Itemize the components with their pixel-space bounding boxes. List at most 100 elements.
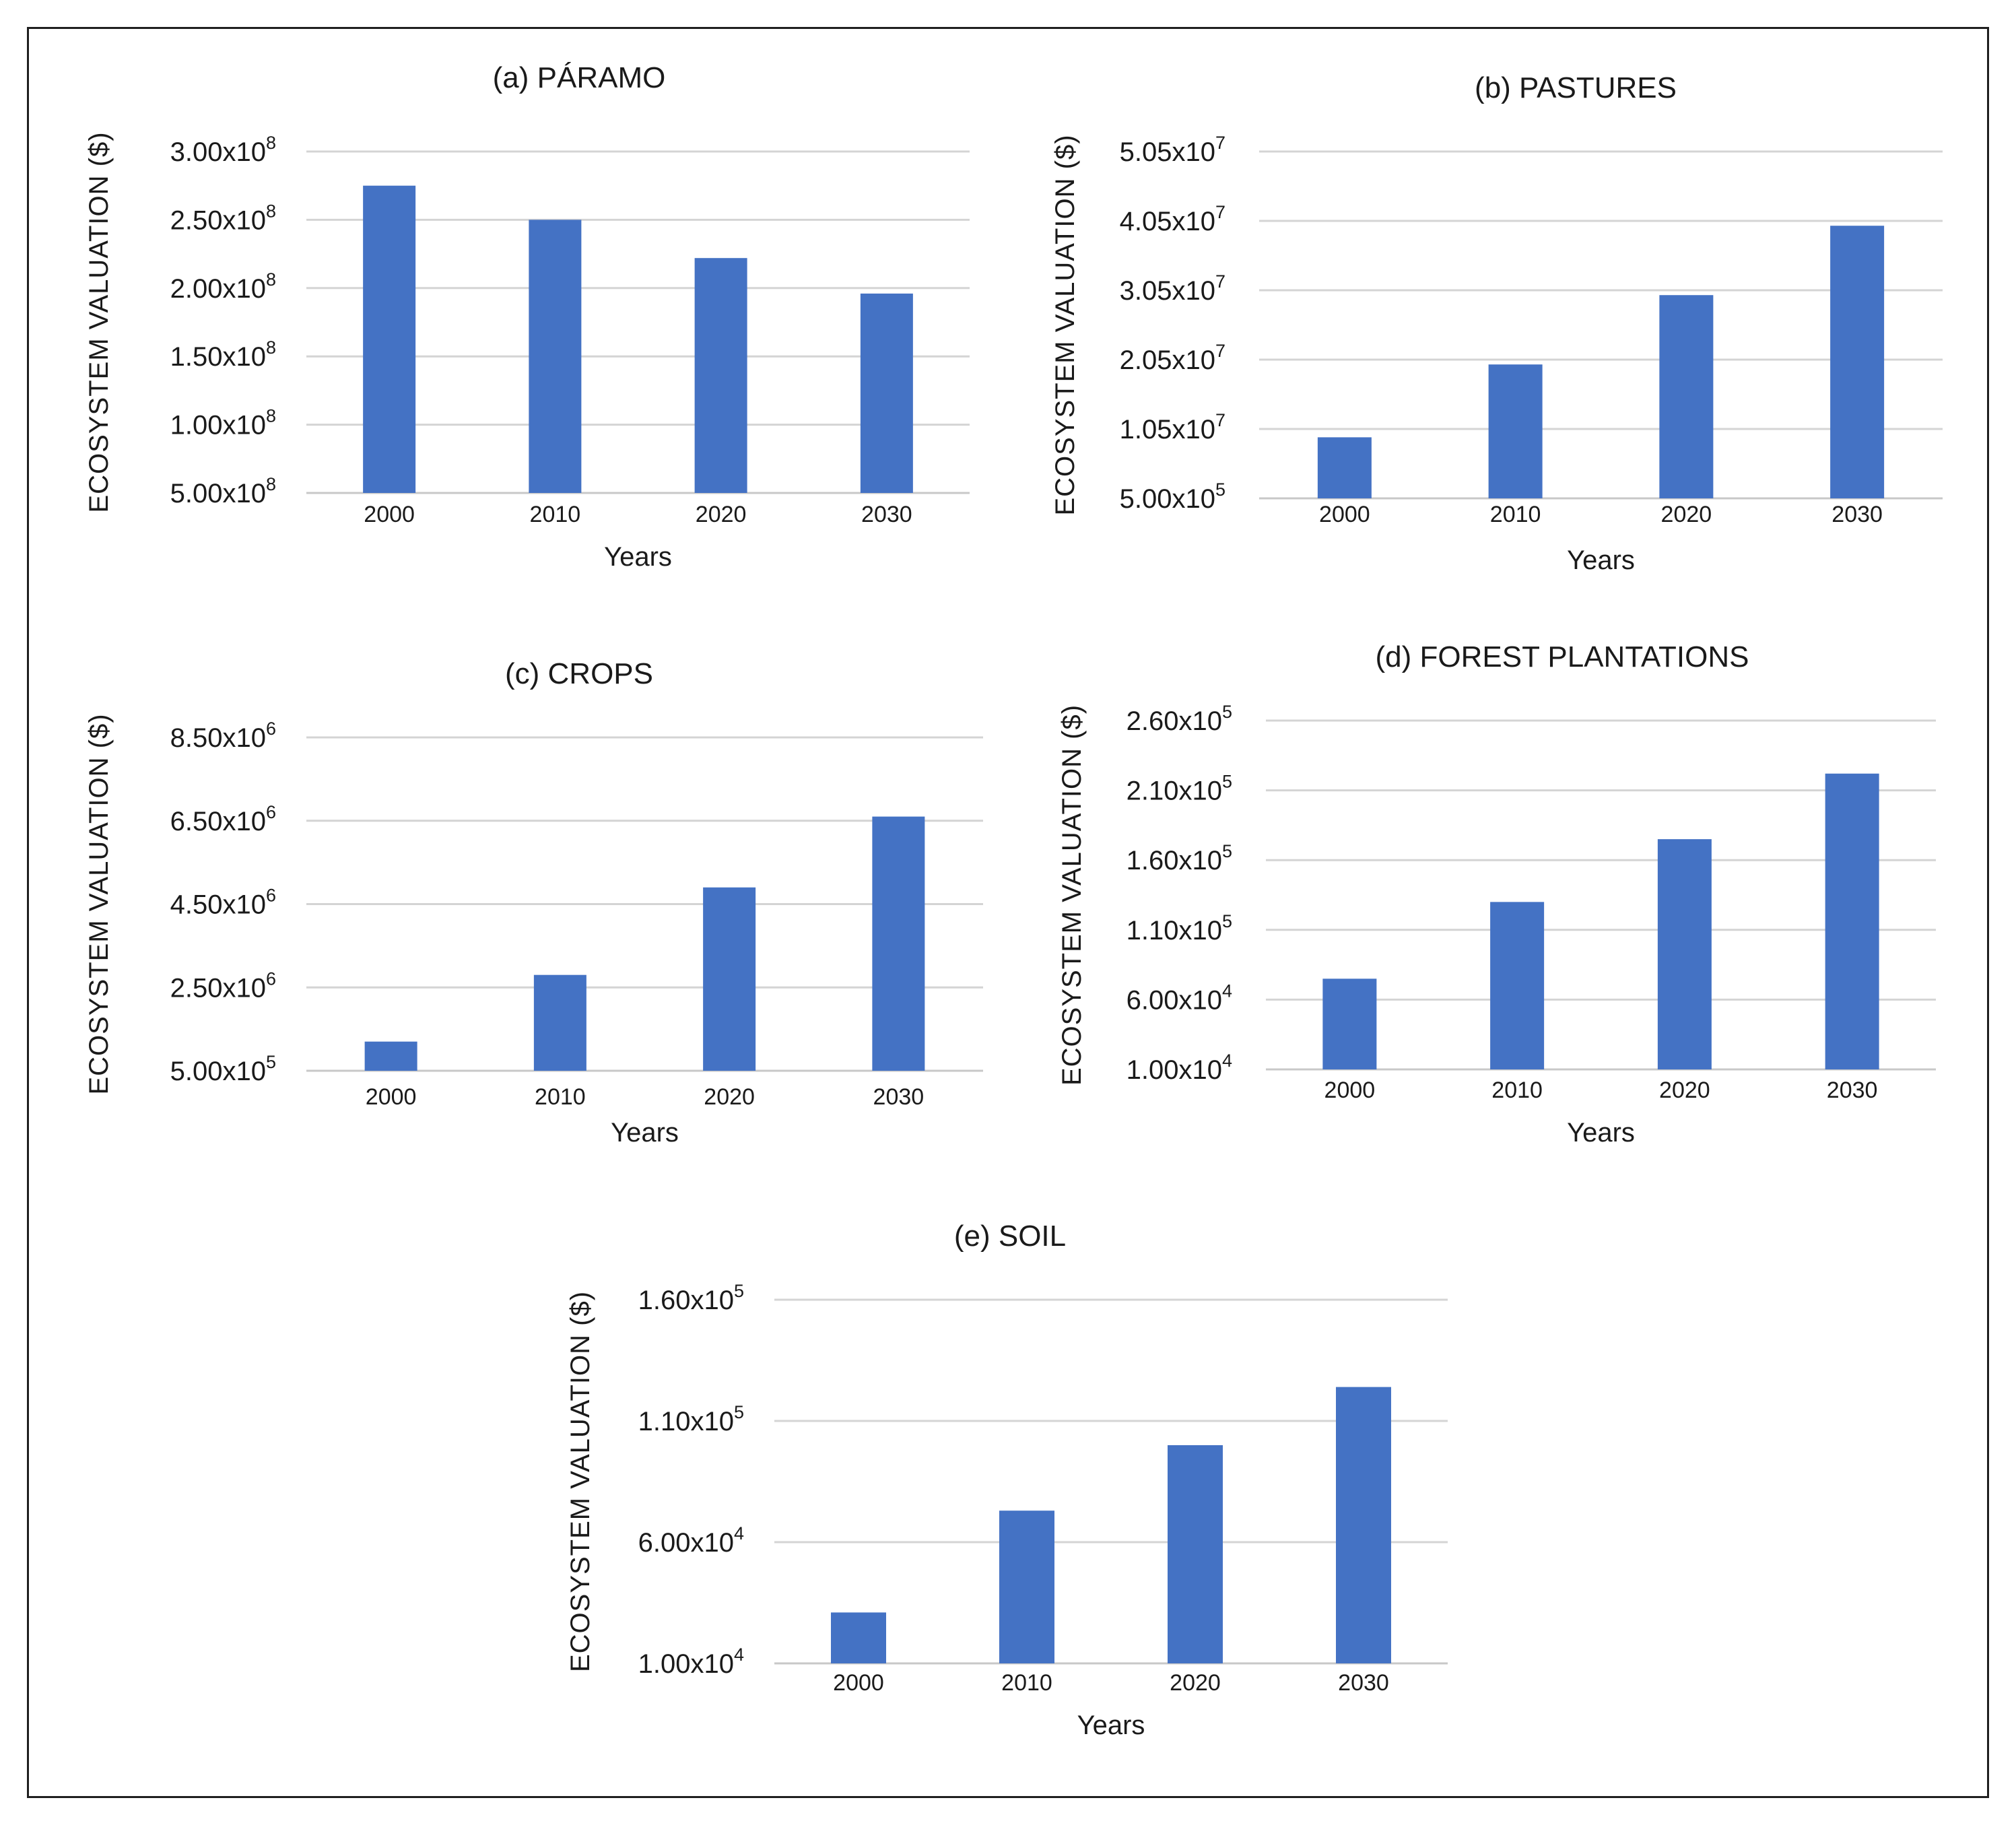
y-tick-mantissa: 5.05x10 [1120, 137, 1215, 167]
y-tick-label: 5.00x105 [170, 1052, 276, 1086]
y-tick-mantissa: 1.10x10 [638, 1407, 734, 1436]
y-tick-exponent: 4 [1222, 1051, 1232, 1071]
y-tick-exponent: 8 [266, 337, 276, 358]
y-tick-mantissa: 6.00x10 [638, 1528, 734, 1558]
y-tick-label: 1.10x105 [638, 1402, 744, 1436]
y-tick-exponent: 5 [1222, 772, 1232, 792]
y-tick-label: 4.05x107 [1120, 202, 1225, 236]
y-tick-exponent: 8 [266, 474, 276, 494]
y-tick-label: 2.10x105 [1127, 772, 1232, 806]
x-axis-label: Years [1077, 1711, 1145, 1740]
x-tick-label: 2030 [1832, 502, 1883, 527]
chart-pastures: (b) PASTURES5.00x1051.05x1072.05x1073.05… [1050, 71, 1943, 575]
y-tick-mantissa: 1.00x10 [170, 411, 266, 440]
y-tick-label: 3.00x108 [170, 133, 276, 167]
y-tick-label: 2.05x107 [1120, 341, 1225, 375]
bar-2000 [364, 1041, 417, 1071]
y-tick-label: 8.50x106 [170, 719, 276, 753]
y-tick-exponent: 6 [266, 719, 276, 739]
y-tick-label: 3.05x107 [1120, 271, 1225, 306]
x-tick-label: 2020 [696, 502, 747, 527]
y-tick-label: 5.05x107 [1120, 133, 1225, 167]
x-tick-label: 2030 [873, 1084, 925, 1110]
chart-soil: (e) SOIL1.00x1046.00x1041.10x1051.60x105… [566, 1220, 1448, 1740]
bar-2020 [703, 887, 756, 1071]
y-tick-exponent: 7 [1215, 202, 1225, 222]
x-tick-label: 2000 [366, 1084, 417, 1110]
x-tick-label: 2010 [530, 502, 581, 527]
y-tick-label: 4.50x106 [170, 886, 276, 920]
y-tick-exponent: 5 [1215, 479, 1225, 500]
y-tick-exponent: 5 [266, 1052, 276, 1072]
bar-2030 [1336, 1387, 1391, 1663]
y-tick-label: 1.00x104 [638, 1645, 744, 1679]
y-tick-exponent: 5 [1222, 911, 1232, 931]
y-tick-exponent: 4 [734, 1523, 744, 1544]
y-tick-mantissa: 5.00x10 [1120, 484, 1215, 514]
bar-2000 [1322, 978, 1377, 1069]
y-tick-label: 1.10x105 [1127, 911, 1232, 945]
y-tick-exponent: 4 [1222, 981, 1232, 1001]
y-tick-label: 2.00x108 [170, 269, 276, 304]
bar-2010 [533, 974, 586, 1071]
y-tick-exponent: 7 [1215, 271, 1225, 292]
y-axis-label: ECOSYSTEM VALUATION ($) [84, 131, 114, 512]
y-tick-exponent: 8 [266, 406, 276, 426]
y-tick-mantissa: 4.50x10 [170, 890, 266, 920]
y-tick-label: 5.00x105 [1120, 479, 1225, 514]
y-tick-mantissa: 8.50x10 [170, 723, 266, 753]
x-tick-label: 2000 [833, 1670, 884, 1696]
y-tick-exponent: 7 [1215, 341, 1225, 361]
y-tick-exponent: 6 [266, 886, 276, 906]
y-tick-exponent: 8 [266, 269, 276, 290]
y-tick-label: 6.00x104 [1127, 981, 1232, 1015]
y-tick-mantissa: 1.00x10 [638, 1649, 734, 1679]
x-tick-label: 2020 [1661, 502, 1712, 527]
y-tick-label: 2.60x105 [1127, 702, 1232, 736]
bar-2020 [1659, 295, 1714, 498]
y-tick-label: 1.60x105 [638, 1281, 744, 1315]
y-tick-exponent: 6 [266, 802, 276, 822]
y-tick-exponent: 5 [734, 1402, 744, 1422]
x-tick-label: 2010 [1491, 1077, 1543, 1103]
y-tick-label: 1.00x104 [1127, 1051, 1232, 1085]
chart-title: (d) FOREST PLANTATIONS [1376, 640, 1749, 673]
y-tick-mantissa: 1.10x10 [1127, 916, 1222, 945]
y-tick-label: 1.50x108 [170, 337, 276, 372]
y-tick-mantissa: 2.05x10 [1120, 345, 1215, 375]
y-tick-exponent: 8 [266, 133, 276, 153]
x-tick-label: 2020 [704, 1084, 755, 1110]
x-tick-label: 2020 [1659, 1077, 1710, 1103]
y-tick-label: 2.50x106 [170, 968, 276, 1003]
y-tick-label: 6.50x106 [170, 802, 276, 836]
bar-2020 [1168, 1445, 1223, 1663]
x-tick-label: 2000 [364, 502, 415, 527]
bar-2030 [1825, 773, 1879, 1069]
y-tick-mantissa: 5.00x10 [170, 1057, 266, 1086]
y-tick-label: 1.00x108 [170, 406, 276, 440]
y-tick-mantissa: 4.05x10 [1120, 207, 1215, 236]
x-tick-label: 2030 [861, 502, 912, 527]
y-tick-exponent: 5 [1222, 841, 1232, 861]
y-tick-mantissa: 2.00x10 [170, 274, 266, 304]
y-tick-exponent: 6 [266, 968, 276, 989]
bar-2020 [694, 258, 747, 493]
y-tick-mantissa: 3.00x10 [170, 137, 266, 167]
y-tick-mantissa: 5.00x10 [170, 479, 266, 508]
x-tick-label: 2020 [1170, 1670, 1221, 1696]
x-axis-label: Years [1567, 545, 1635, 575]
y-tick-mantissa: 2.10x10 [1127, 776, 1222, 806]
x-tick-label: 2010 [535, 1084, 586, 1110]
y-tick-exponent: 5 [734, 1281, 744, 1301]
bar-2000 [363, 185, 416, 493]
figure-frame [27, 27, 1989, 1798]
y-tick-label: 6.00x104 [638, 1523, 744, 1558]
chart-crops: (c) CROPS5.00x1052.50x1064.50x1066.50x10… [84, 657, 983, 1148]
y-tick-label: 1.05x107 [1120, 410, 1225, 444]
x-tick-label: 2010 [1490, 502, 1541, 527]
chart-title: (c) CROPS [505, 657, 653, 690]
bar-2010 [529, 220, 582, 493]
x-axis-label: Years [1567, 1118, 1635, 1148]
chart-title: (b) PASTURES [1475, 71, 1677, 104]
x-axis-label: Years [611, 1118, 679, 1148]
